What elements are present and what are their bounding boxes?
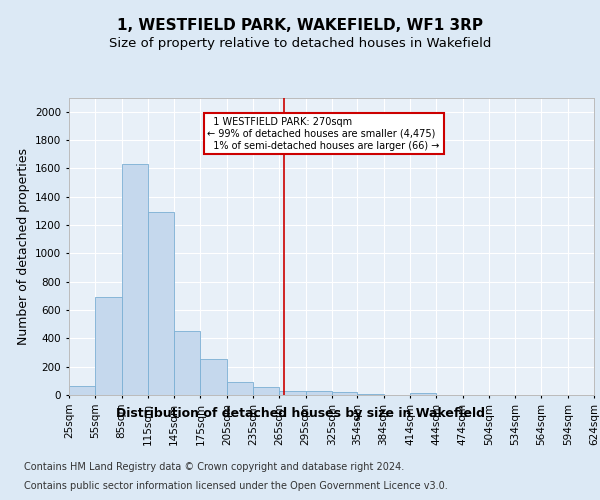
Text: Size of property relative to detached houses in Wakefield: Size of property relative to detached ho… bbox=[109, 38, 491, 51]
Bar bbox=[200, 359, 227, 395]
Text: Distribution of detached houses by size in Wakefield: Distribution of detached houses by size … bbox=[115, 408, 485, 420]
Bar bbox=[148, 212, 174, 395]
Bar bbox=[410, 393, 436, 395]
Bar bbox=[174, 331, 200, 395]
Bar bbox=[332, 392, 358, 395]
Bar bbox=[122, 164, 148, 395]
Text: 1, WESTFIELD PARK, WAKEFIELD, WF1 3RP: 1, WESTFIELD PARK, WAKEFIELD, WF1 3RP bbox=[117, 18, 483, 32]
Bar bbox=[95, 297, 122, 395]
Bar bbox=[305, 392, 332, 395]
Text: Contains HM Land Registry data © Crown copyright and database right 2024.: Contains HM Land Registry data © Crown c… bbox=[24, 462, 404, 472]
Y-axis label: Number of detached properties: Number of detached properties bbox=[17, 148, 29, 345]
Bar bbox=[227, 382, 253, 395]
Text: 1 WESTFIELD PARK: 270sqm
← 99% of detached houses are smaller (4,475)
  1% of se: 1 WESTFIELD PARK: 270sqm ← 99% of detach… bbox=[208, 118, 440, 150]
Bar bbox=[69, 386, 95, 395]
Bar bbox=[253, 387, 280, 395]
Text: Contains public sector information licensed under the Open Government Licence v3: Contains public sector information licen… bbox=[24, 481, 448, 491]
Bar bbox=[358, 394, 383, 395]
Bar bbox=[280, 391, 305, 395]
